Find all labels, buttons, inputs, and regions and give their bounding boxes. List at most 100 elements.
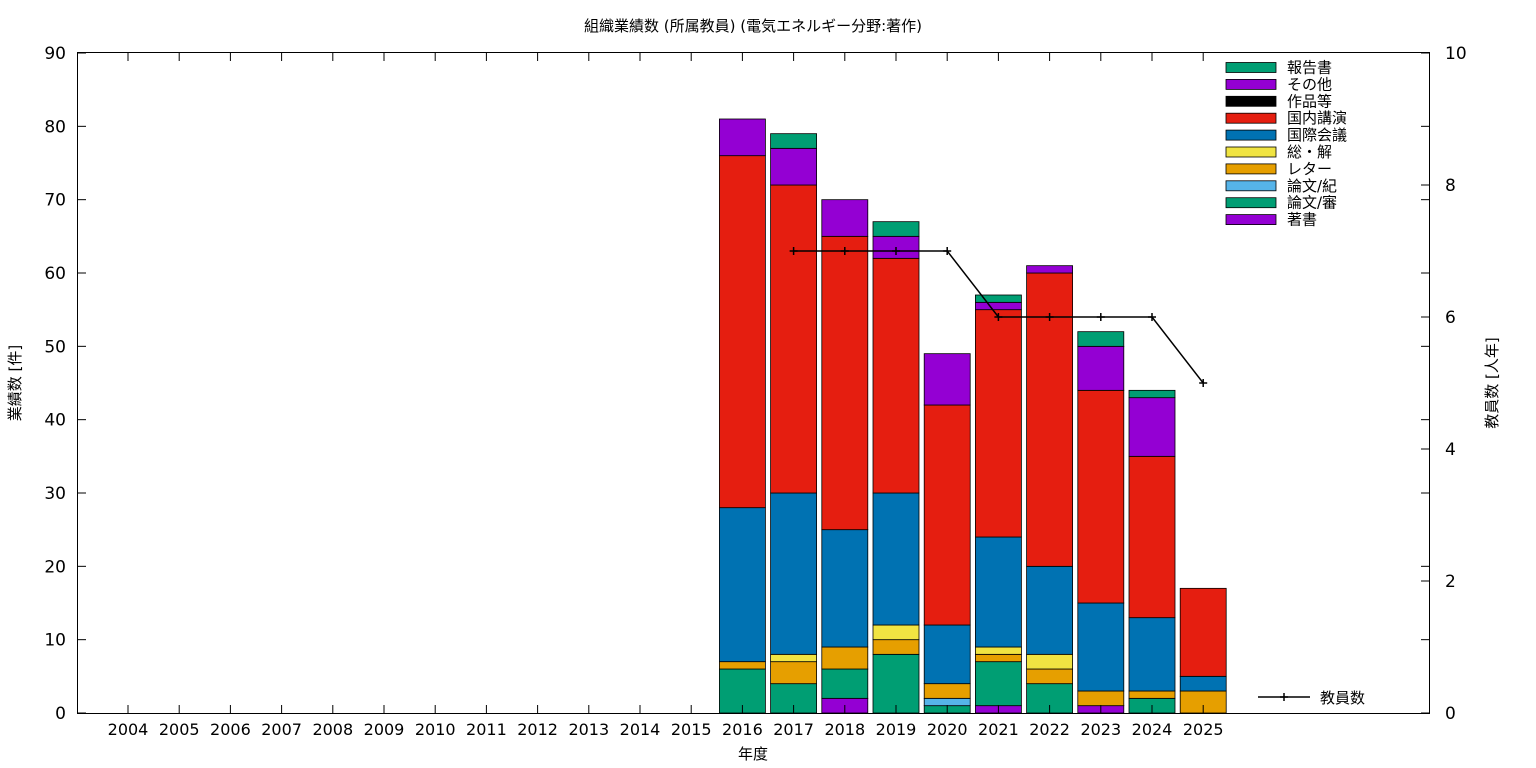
x-axis-label: 年度: [738, 745, 768, 763]
legend-swatch: [1225, 180, 1277, 192]
x-tick-label: 2005: [159, 720, 200, 739]
bar-2022-series-4: [1026, 653, 1073, 670]
faculty-point: [994, 313, 1003, 321]
x-tick-label: 2016: [722, 720, 763, 739]
legend-swatch: [1225, 79, 1277, 90]
x-tick-label: 2015: [671, 720, 712, 739]
bar-2022-series-6: [1026, 272, 1073, 567]
bar-2018-series-3: [821, 646, 869, 670]
x-tick-label: 2012: [517, 720, 558, 739]
y2-tick-label: 4: [1445, 440, 1456, 460]
bar-2023-series-9: [1077, 331, 1125, 347]
bar-2017-series-4: [770, 653, 817, 663]
x-tick-label: 2007: [261, 720, 302, 739]
legend-swatch: [1225, 112, 1277, 124]
legend-label: 作品等: [1287, 92, 1332, 110]
y-tick-label: 20: [44, 557, 66, 577]
faculty-point: [1045, 313, 1054, 321]
legend-swatch: [1225, 62, 1277, 73]
bar-2023-series-6: [1077, 389, 1125, 604]
y2-tick-label: 6: [1445, 308, 1456, 328]
y-tick-label: 60: [44, 264, 66, 284]
x-tick-label: 2017: [773, 720, 814, 739]
faculty-point: [1096, 313, 1105, 321]
bar-2025-series-5: [1179, 675, 1227, 692]
legend-label: 論文/審: [1287, 194, 1337, 212]
bar-2021-series-1: [975, 661, 1022, 707]
y-tick-label: 10: [44, 631, 66, 651]
bar-2022-series-5: [1026, 565, 1073, 655]
bar-2019-series-9: [872, 221, 920, 237]
bar-2023-series-3: [1077, 690, 1125, 707]
bar-2017-series-8: [770, 147, 817, 186]
bar-2017-series-6: [770, 184, 817, 494]
bar-2024-series-8: [1128, 397, 1176, 457]
bar-2021-series-4: [975, 646, 1022, 655]
bar-2020-series-8: [923, 353, 971, 406]
legend-swatch: [1225, 197, 1277, 209]
y-tick-label: 50: [44, 337, 66, 357]
x-tick-label: 2024: [1132, 720, 1173, 739]
bar-2021-series-9: [975, 294, 1022, 303]
legend-label: 国内講演: [1287, 109, 1347, 127]
chart-title: 組織業績数 (所属教員) (電気エネルギー分野:著作): [584, 17, 922, 35]
bar-2018-series-6: [821, 235, 869, 531]
y2-axis-label: 教員数 [人年]: [1483, 337, 1501, 428]
x-tick-label: 2014: [620, 720, 661, 739]
x-tick-label: 2025: [1183, 720, 1224, 739]
bar-2025-series-6: [1179, 587, 1227, 677]
y2-tick-label: 8: [1445, 176, 1456, 196]
bar-2022-series-3: [1026, 668, 1073, 685]
legend-swatch: [1225, 146, 1277, 158]
legend-swatch: [1225, 129, 1277, 141]
x-tick-label: 2011: [466, 720, 507, 739]
bar-2020-series-2: [923, 697, 971, 707]
x-tick-label: 2009: [364, 720, 405, 739]
x-tick-label: 2018: [824, 720, 865, 739]
bar-2016-series-8: [719, 118, 766, 157]
bar-2019-series-3: [872, 639, 920, 655]
bar-2024-series-5: [1128, 617, 1176, 692]
plot-frame: [77, 52, 1430, 714]
line-legend-label: 教員数: [1320, 689, 1365, 707]
x-tick-label: 2020: [927, 720, 968, 739]
bar-2017-series-5: [770, 492, 817, 655]
y2-tick-label: 0: [1445, 704, 1456, 724]
y-axis-label: 業績数 [件]: [6, 345, 24, 421]
x-tick-label: 2023: [1080, 720, 1121, 739]
faculty-line-group: [789, 247, 1208, 387]
bar-2021-series-3: [975, 653, 1022, 663]
legend-label: 国際会議: [1287, 126, 1347, 144]
bar-2019-series-1: [872, 653, 920, 714]
bar-2017-series-9: [770, 133, 817, 149]
bar-2016-series-3: [719, 661, 766, 670]
bar-2022-series-8: [1026, 265, 1073, 274]
bar-2020-series-6: [923, 404, 971, 626]
x-tick-label: 2013: [568, 720, 609, 739]
line-legend: 教員数: [1258, 689, 1365, 707]
bar-2016-series-5: [719, 507, 766, 663]
y-tick-label: 90: [44, 44, 66, 64]
bar-2023-series-5: [1077, 602, 1125, 692]
x-tick-label: 2021: [978, 720, 1019, 739]
y-tick-label: 30: [44, 484, 66, 504]
legend-label: 著書: [1287, 211, 1317, 229]
bar-2024-series-6: [1128, 455, 1176, 619]
y-tick-label: 0: [55, 704, 66, 724]
bar-2018-series-5: [821, 529, 869, 648]
x-tick-label: 2006: [210, 720, 251, 739]
faculty-point: [892, 247, 900, 255]
y2-tick-label: 2: [1445, 572, 1456, 592]
bar-2021-series-6: [975, 309, 1022, 538]
bar-2017-series-3: [770, 661, 817, 685]
bar-2020-series-5: [923, 624, 971, 685]
y-tick-label: 70: [44, 191, 66, 211]
bar-2020-series-3: [923, 683, 971, 699]
y-tick-label: 40: [44, 411, 66, 431]
legend-swatch: [1225, 163, 1277, 175]
x-tick-label: 2022: [1029, 720, 1070, 739]
bar-2019-series-4: [872, 624, 920, 641]
faculty-point: [1148, 313, 1156, 321]
